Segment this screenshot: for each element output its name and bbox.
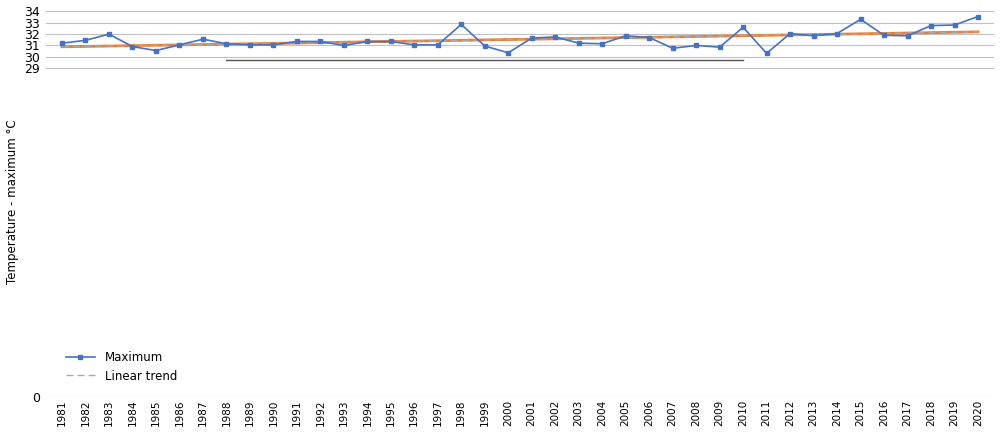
Maximum (455, 22, 467, 27)
Linear trend (549, 36, 561, 41)
Linear trend (878, 31, 890, 36)
Linear trend (150, 43, 162, 48)
Maximum (267, 42, 279, 48)
Maximum (573, 41, 585, 46)
Line: Linear trend: Linear trend (62, 32, 978, 47)
Linear trend (808, 32, 820, 37)
Maximum (314, 39, 326, 44)
Linear trend (855, 31, 867, 36)
Linear trend (925, 30, 937, 35)
Linear trend (408, 38, 420, 44)
Linear trend (267, 41, 279, 46)
Linear trend (338, 40, 350, 45)
Linear trend (361, 39, 373, 44)
Maximum (103, 32, 115, 37)
Linear trend (784, 32, 796, 38)
Linear trend (103, 44, 115, 49)
Maximum (220, 41, 232, 46)
Maximum (690, 43, 702, 48)
Maximum (714, 44, 726, 50)
Maximum (150, 48, 162, 53)
Linear trend (479, 37, 491, 42)
Linear trend (737, 33, 749, 38)
Linear trend (197, 42, 209, 47)
Maximum (925, 23, 937, 28)
Linear trend (385, 39, 397, 44)
Linear trend (690, 34, 702, 39)
Maximum (197, 37, 209, 42)
Maximum (808, 33, 820, 38)
Linear trend (902, 30, 914, 35)
Maximum (361, 39, 373, 44)
Linear trend (244, 41, 256, 46)
Maximum (737, 25, 749, 30)
Linear trend (620, 35, 632, 40)
Linear trend (220, 41, 232, 47)
Linear trend (455, 38, 467, 43)
Linear trend (596, 35, 608, 41)
Linear trend (79, 44, 91, 49)
Maximum (173, 42, 185, 48)
Maximum (549, 34, 561, 39)
Maximum (667, 46, 679, 51)
Maximum (972, 14, 984, 19)
Maximum (244, 42, 256, 48)
Linear trend (573, 36, 585, 41)
Linear trend (526, 37, 538, 42)
Line: Maximum: Maximum (60, 14, 980, 56)
Maximum (385, 39, 397, 44)
Maximum (408, 42, 420, 48)
Linear trend (643, 35, 655, 40)
Linear trend (972, 29, 984, 35)
Linear trend (291, 40, 303, 45)
Maximum (56, 41, 68, 46)
Maximum (526, 35, 538, 41)
Maximum (902, 33, 914, 38)
Maximum (338, 43, 350, 48)
Maximum (831, 31, 843, 36)
Linear trend (949, 30, 961, 35)
Linear trend (314, 40, 326, 45)
Linear trend (761, 33, 773, 38)
Maximum (620, 33, 632, 38)
Maximum (643, 35, 655, 40)
Linear trend (126, 43, 138, 48)
Maximum (126, 44, 138, 49)
Maximum (79, 38, 91, 43)
Y-axis label: Temperature - maximum °C: Temperature - maximum °C (6, 119, 19, 284)
Maximum (432, 42, 444, 48)
Maximum (949, 22, 961, 28)
Linear trend (173, 42, 185, 48)
Linear trend (714, 34, 726, 39)
Maximum (502, 50, 514, 55)
Linear trend (667, 34, 679, 39)
Maximum (479, 44, 491, 49)
Maximum (855, 17, 867, 22)
Legend: Maximum, Linear trend: Maximum, Linear trend (61, 346, 182, 388)
Linear trend (56, 44, 68, 49)
Maximum (784, 31, 796, 36)
Linear trend (432, 38, 444, 43)
Linear trend (831, 32, 843, 37)
Maximum (878, 33, 890, 38)
Maximum (291, 39, 303, 44)
Maximum (596, 41, 608, 46)
Maximum (761, 51, 773, 56)
Linear trend (502, 37, 514, 42)
